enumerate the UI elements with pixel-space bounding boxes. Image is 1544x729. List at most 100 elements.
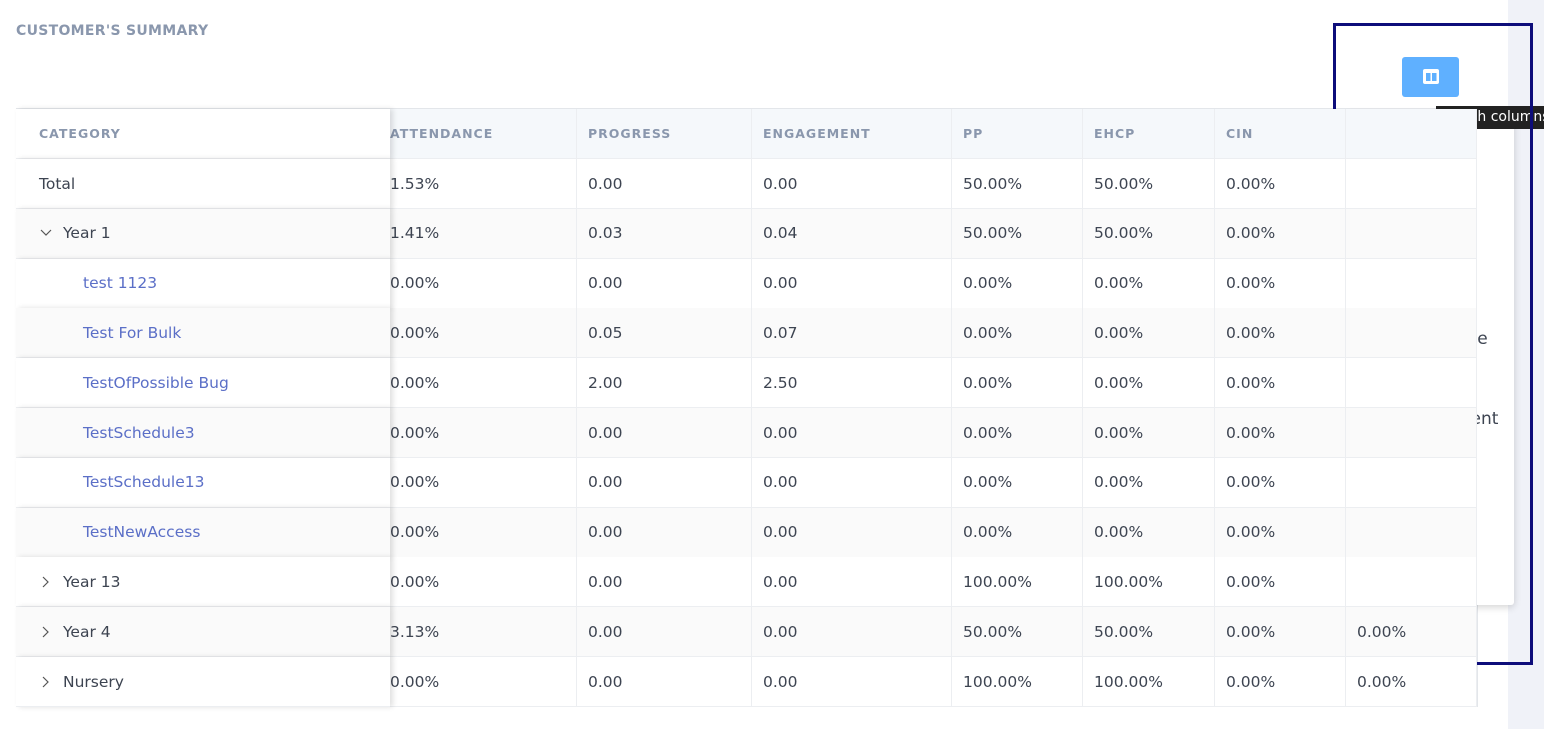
column-header: ATTENDANCE bbox=[390, 109, 577, 159]
category-label: Year 1 bbox=[63, 224, 111, 243]
value-cell: 50.00% bbox=[952, 607, 1083, 658]
value-cell: 50.00% bbox=[1083, 607, 1215, 658]
value-cell: 0.00 bbox=[752, 258, 952, 309]
value-cell: 100.00% bbox=[952, 557, 1083, 608]
value-cell: 0.00% bbox=[1215, 408, 1346, 458]
value-cell: 0.00 bbox=[752, 607, 952, 658]
value-cell bbox=[1346, 159, 1477, 209]
value-cell: 0.04 bbox=[752, 208, 952, 259]
value-cell: 0.00% bbox=[952, 258, 1083, 309]
value-cell: 0.00 bbox=[577, 408, 752, 458]
value-cell: 1.41% bbox=[390, 208, 577, 259]
value-cell: 0.00 bbox=[577, 457, 752, 508]
value-cell: 0.00% bbox=[952, 308, 1083, 359]
value-cell: 0.00 bbox=[752, 557, 952, 608]
value-cell bbox=[1346, 557, 1477, 608]
value-cell: 0.00 bbox=[752, 457, 952, 508]
value-cell bbox=[1346, 358, 1477, 409]
value-cell: 0.00 bbox=[752, 657, 952, 707]
category-link[interactable]: test 1123 bbox=[83, 274, 158, 293]
column-header: ENGAGEMENT bbox=[752, 109, 952, 159]
value-cell: 0.00% bbox=[952, 358, 1083, 409]
value-cell: 0.07 bbox=[752, 308, 952, 359]
columns-icon bbox=[1423, 69, 1439, 84]
value-cell: 50.00% bbox=[952, 159, 1083, 209]
value-cell: 0.00% bbox=[390, 358, 577, 409]
value-cell: 50.00% bbox=[1083, 159, 1215, 209]
value-cell: 0.00% bbox=[952, 408, 1083, 458]
value-cell: 0.00% bbox=[1083, 408, 1215, 458]
value-cell: 0.00% bbox=[1215, 607, 1346, 658]
category-cell: test 1123 bbox=[16, 258, 390, 309]
category-label: Year 13 bbox=[63, 572, 121, 591]
expand-toggle[interactable] bbox=[39, 625, 63, 639]
value-cell: 0.00 bbox=[577, 657, 752, 707]
value-cell: 0.00 bbox=[577, 159, 752, 209]
category-link[interactable]: TestSchedule13 bbox=[83, 473, 205, 492]
expand-toggle[interactable] bbox=[39, 575, 63, 589]
value-cell: 1.53% bbox=[390, 159, 577, 209]
value-cell: 0.05 bbox=[577, 308, 752, 359]
value-cell bbox=[1346, 507, 1477, 558]
value-cell: 0.00% bbox=[1215, 507, 1346, 558]
value-cell: 0.00% bbox=[1215, 557, 1346, 608]
value-cell: 0.00% bbox=[1215, 308, 1346, 359]
category-cell: TestNewAccess bbox=[16, 507, 390, 558]
column-header: PROGRESS bbox=[577, 109, 752, 159]
category-label: Year 4 bbox=[63, 622, 111, 641]
expand-toggle[interactable] bbox=[39, 675, 63, 689]
page-title: CUSTOMER'S SUMMARY bbox=[16, 23, 209, 39]
value-cell: 100.00% bbox=[1083, 657, 1215, 707]
value-cell bbox=[1346, 457, 1477, 508]
value-cell: 50.00% bbox=[1083, 208, 1215, 259]
value-cell: 100.00% bbox=[1083, 557, 1215, 608]
value-cell: 0.00% bbox=[1346, 607, 1477, 658]
value-cell: 0.00% bbox=[390, 258, 577, 309]
category-cell: TestSchedule3 bbox=[16, 408, 390, 458]
value-cell bbox=[1346, 208, 1477, 259]
value-cell: 0.00% bbox=[1083, 358, 1215, 409]
category-link[interactable]: TestSchedule3 bbox=[83, 423, 195, 442]
value-cell: 0.00 bbox=[577, 607, 752, 658]
value-cell: 50.00% bbox=[952, 208, 1083, 259]
value-cell: 0.00% bbox=[1215, 258, 1346, 309]
value-cell: 0.00% bbox=[1346, 657, 1477, 707]
category-link[interactable]: Test For Bulk bbox=[83, 323, 182, 342]
value-cell: 0.00% bbox=[1083, 258, 1215, 309]
column-header: PP bbox=[952, 109, 1083, 159]
column-header: CATEGORY bbox=[16, 109, 390, 159]
expand-toggle[interactable] bbox=[39, 226, 63, 240]
value-cell: 0.00 bbox=[752, 507, 952, 558]
category-label: Total bbox=[39, 174, 76, 193]
value-cell: 0.00% bbox=[1215, 208, 1346, 259]
value-cell: 100.00% bbox=[952, 657, 1083, 707]
category-link[interactable]: TestNewAccess bbox=[83, 523, 201, 542]
column-header bbox=[1346, 109, 1477, 159]
category-cell: Total bbox=[16, 159, 390, 209]
value-cell: 0.00% bbox=[1083, 457, 1215, 508]
switch-columns-button[interactable] bbox=[1402, 57, 1459, 97]
category-cell: Year 1 bbox=[16, 208, 390, 259]
value-cell: 0.00% bbox=[390, 308, 577, 359]
value-cell: 0.00 bbox=[752, 159, 952, 209]
value-cell: 0.00% bbox=[952, 507, 1083, 558]
category-cell: Test For Bulk bbox=[16, 308, 390, 359]
value-cell: 2.00 bbox=[577, 358, 752, 409]
value-cell: 0.00 bbox=[577, 258, 752, 309]
value-cell bbox=[1346, 308, 1477, 359]
value-cell: 0.00% bbox=[390, 657, 577, 707]
value-cell: 0.00% bbox=[390, 408, 577, 458]
value-cell: 0.00 bbox=[577, 507, 752, 558]
column-header: CIN bbox=[1215, 109, 1346, 159]
category-cell: Year 13 bbox=[16, 557, 390, 608]
value-cell: 0.00% bbox=[390, 507, 577, 558]
category-link[interactable]: TestOfPossible Bug bbox=[83, 373, 229, 392]
value-cell: 0.00% bbox=[952, 457, 1083, 508]
category-cell: Year 4 bbox=[16, 607, 390, 658]
value-cell bbox=[1346, 258, 1477, 309]
value-cell: 0.00% bbox=[1083, 507, 1215, 558]
value-cell: 0.00% bbox=[1083, 308, 1215, 359]
category-cell: TestSchedule13 bbox=[16, 457, 390, 508]
value-cell: 0.00% bbox=[390, 457, 577, 508]
value-cell: 0.00% bbox=[1215, 657, 1346, 707]
